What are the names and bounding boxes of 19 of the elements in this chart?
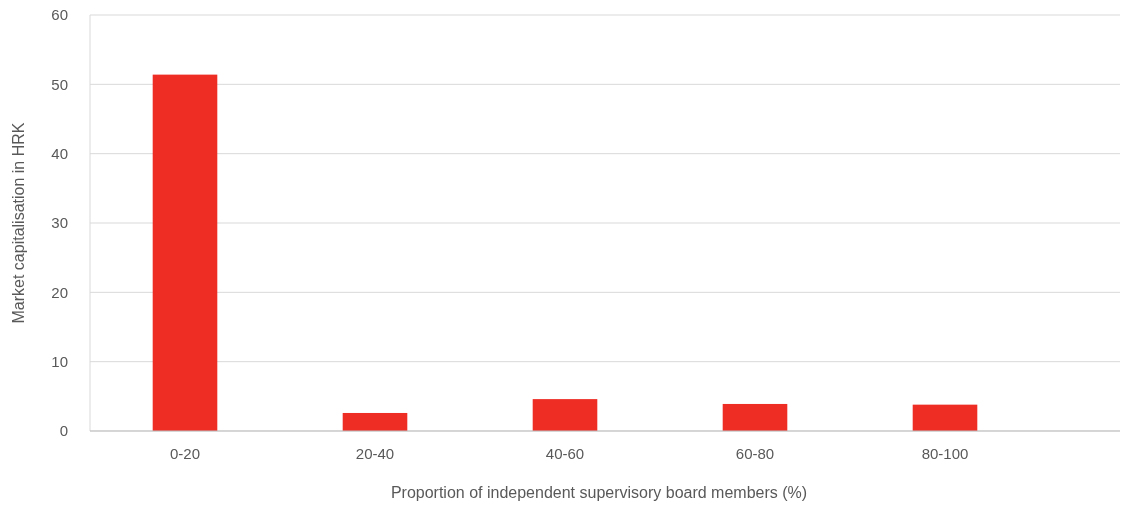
x-tick-label: 40-60 xyxy=(545,445,585,462)
x-tick-label: 60-80 xyxy=(735,445,775,462)
x-tick-label: 20-40 xyxy=(355,445,395,462)
y-tick-label: 40 xyxy=(51,144,68,162)
y-tick-label: 20 xyxy=(51,283,68,301)
y-tick-label: 0 xyxy=(59,422,68,440)
bar xyxy=(342,412,408,431)
bar xyxy=(912,404,978,431)
bar xyxy=(722,403,788,431)
y-tick-label: 30 xyxy=(51,214,68,232)
x-axis-title: Proportion of independent supervisory board members (%) xyxy=(390,484,808,501)
y-tick-label: 50 xyxy=(51,75,68,93)
y-tick-label: 60 xyxy=(51,6,68,24)
bar xyxy=(152,74,218,431)
x-tick-label: 80-100 xyxy=(921,445,969,462)
y-axis-title: Market capitalisation in HRK xyxy=(10,122,27,324)
y-tick-label: 10 xyxy=(51,352,68,370)
bar xyxy=(532,399,598,431)
x-tick-label: 0-20 xyxy=(169,445,201,462)
